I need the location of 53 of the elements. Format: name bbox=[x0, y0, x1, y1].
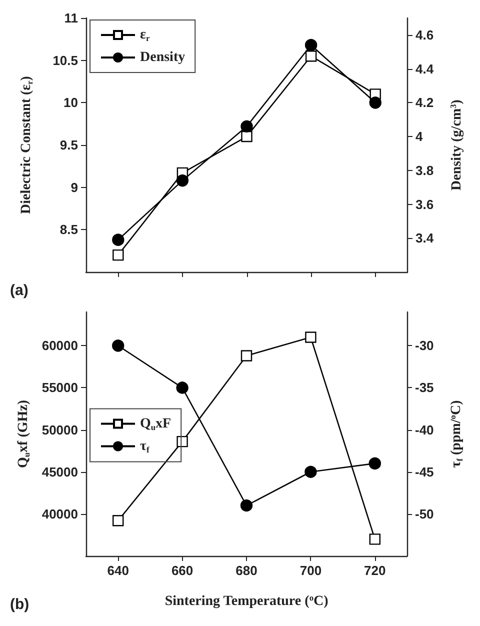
y2-axis-title: Density (g/cm3) bbox=[449, 99, 464, 190]
y-tick-label: 45000 bbox=[42, 464, 78, 480]
y2-tick-label: -45 bbox=[415, 464, 434, 480]
y-tick-label: 11 bbox=[64, 10, 78, 26]
y-tick-label: 9 bbox=[70, 180, 78, 195]
y-tick-label: 10 bbox=[64, 95, 78, 110]
point bbox=[304, 466, 317, 478]
y2-axis-title: τf (ppm/oC) bbox=[448, 400, 464, 468]
point bbox=[112, 515, 124, 526]
point bbox=[176, 436, 188, 448]
legend-label: Density bbox=[140, 50, 186, 65]
y2-tick-label: 4 bbox=[416, 129, 424, 144]
y-tick-label: 40000 bbox=[42, 506, 78, 522]
y-tick-label: 9.5 bbox=[60, 138, 78, 152]
point bbox=[369, 534, 380, 545]
point bbox=[304, 38, 318, 52]
point bbox=[240, 499, 253, 512]
x-tick-label: 700 bbox=[300, 563, 322, 578]
y2-tick-label: 4.6 bbox=[416, 27, 434, 42]
x-tick-label: 660 bbox=[171, 563, 194, 578]
y2-tick-label: 3.4 bbox=[416, 230, 434, 246]
y2-tick-label: -30 bbox=[415, 338, 434, 354]
y-tick-label: 55000 bbox=[42, 380, 78, 396]
x-tick-label: 640 bbox=[107, 563, 129, 578]
point bbox=[112, 249, 124, 261]
point bbox=[305, 50, 317, 62]
y2-tick-label: 4.4 bbox=[416, 61, 434, 76]
x-tick-label: 680 bbox=[236, 563, 258, 578]
point bbox=[369, 96, 382, 109]
y-tick-label: 50000 bbox=[42, 422, 78, 438]
y2-tick-label: -35 bbox=[415, 380, 434, 396]
text: (b) bbox=[10, 596, 30, 613]
point bbox=[240, 120, 253, 132]
point bbox=[240, 350, 252, 362]
point bbox=[112, 234, 124, 246]
y-tick-label: 60000 bbox=[42, 338, 78, 354]
x-tick-label: 720 bbox=[364, 563, 386, 578]
point bbox=[176, 174, 189, 187]
y2-tick-label: 3.6 bbox=[416, 196, 434, 212]
text: (a) bbox=[10, 282, 28, 299]
y-tick-label: 8.5 bbox=[60, 222, 78, 238]
point bbox=[305, 332, 316, 343]
y-axis-title: Dielectric Constant (εr) bbox=[19, 76, 34, 214]
point bbox=[368, 457, 381, 470]
y2-tick-label: 3.8 bbox=[416, 162, 434, 178]
point bbox=[241, 130, 252, 142]
y-tick-label: 10.5 bbox=[52, 52, 78, 68]
y2-tick-label: -50 bbox=[415, 506, 434, 522]
y2-tick-label: -40 bbox=[415, 422, 434, 438]
point bbox=[112, 340, 124, 352]
y-axis-title: Quxf (GHz) bbox=[16, 400, 32, 468]
point bbox=[176, 382, 188, 394]
y2-tick-label: 4.2 bbox=[416, 95, 434, 110]
